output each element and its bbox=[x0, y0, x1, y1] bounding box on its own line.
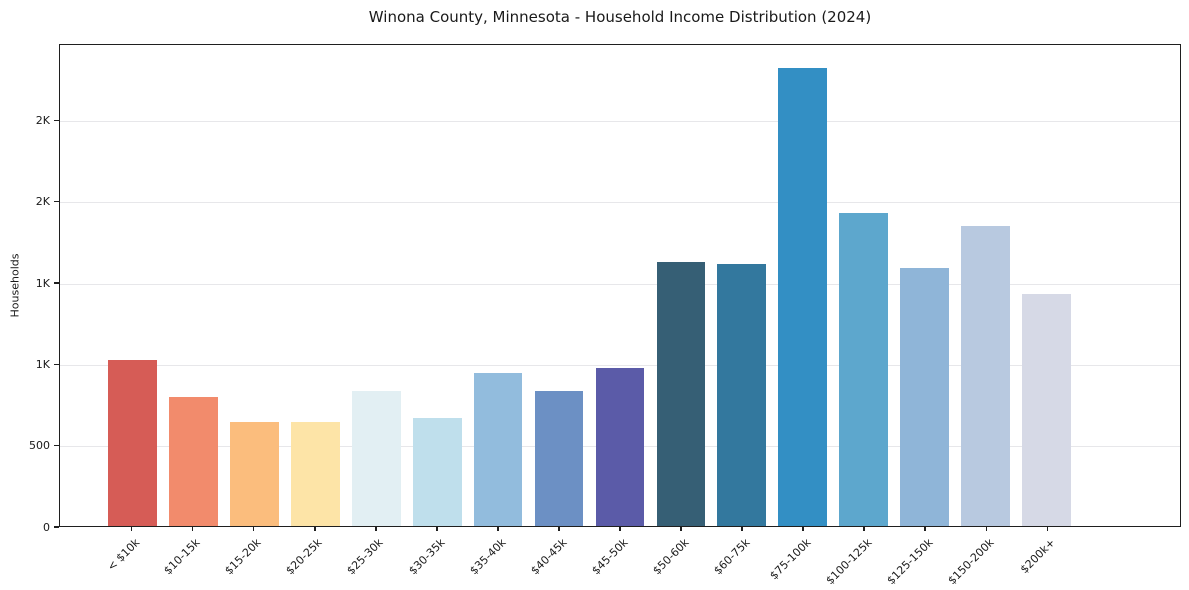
y-tick-label: 2K bbox=[35, 113, 50, 127]
bar-50-60k bbox=[656, 262, 706, 526]
bar-40-45k bbox=[534, 390, 584, 526]
x-tick-mark bbox=[1046, 527, 1049, 531]
y-tick-mark bbox=[54, 363, 59, 366]
bar-20-25k bbox=[290, 422, 340, 526]
y-tick-label: 1K bbox=[35, 357, 50, 371]
x-tick-mark bbox=[985, 527, 988, 531]
x-tick-label-text: $125-150k bbox=[884, 536, 936, 588]
bar-125-150k bbox=[900, 267, 950, 526]
x-tick-mark bbox=[680, 527, 682, 531]
x-tick-mark bbox=[558, 527, 560, 531]
x-tick-mark bbox=[497, 527, 499, 531]
bar-200k bbox=[1022, 293, 1071, 526]
x-tick-label-text: $35-40k bbox=[466, 536, 509, 578]
x-tick-label-text: $100-125k bbox=[823, 536, 875, 588]
bar-15-20k bbox=[230, 421, 279, 526]
x-tick-mark bbox=[375, 527, 377, 531]
bar-45-50k bbox=[595, 368, 645, 526]
bar-75-100k bbox=[778, 68, 828, 526]
x-tick-mark bbox=[619, 527, 621, 531]
x-tick-label-text: $60-75k bbox=[711, 536, 753, 578]
y-tick-mark bbox=[54, 282, 59, 284]
x-tick-label-text: $200k+ bbox=[1017, 536, 1058, 577]
x-tick-label-text: < $10k bbox=[104, 536, 142, 574]
y-tick-label: 0 bbox=[43, 520, 50, 534]
bar-150-200k bbox=[961, 226, 1010, 526]
bar-25-30k bbox=[351, 390, 401, 526]
plot-area bbox=[59, 44, 1181, 527]
x-tick-label-text: $75-100k bbox=[767, 536, 814, 583]
y-tick-mark bbox=[54, 444, 59, 447]
x-tick-label-text: $50-60k bbox=[649, 536, 692, 578]
x-tick-mark bbox=[436, 527, 438, 531]
x-tick-mark bbox=[314, 527, 316, 531]
x-tick-mark bbox=[191, 527, 194, 531]
x-tick-label-text: $150-200k bbox=[945, 536, 997, 588]
x-tick-label-text: $20-25k bbox=[283, 536, 325, 578]
x-tick-label-text: $25-30k bbox=[344, 536, 387, 578]
bar-10k bbox=[108, 360, 157, 526]
x-tick-label-text: $40-45k bbox=[527, 536, 570, 578]
bar-100-125k bbox=[839, 213, 889, 526]
bar-60-75k bbox=[717, 264, 767, 526]
bar-35-40k bbox=[473, 372, 523, 526]
gridline bbox=[60, 202, 1180, 204]
y-tick-mark bbox=[54, 119, 59, 122]
y-tick-mark bbox=[54, 200, 59, 203]
x-tick-label-text: $45-50k bbox=[588, 536, 631, 578]
x-tick-label-text: $30-35k bbox=[405, 536, 448, 578]
x-tick-mark bbox=[741, 527, 743, 531]
gridline bbox=[60, 364, 1180, 366]
x-tick-label-text: $15-20k bbox=[222, 536, 264, 578]
x-tick-mark bbox=[130, 527, 133, 531]
chart-title: Winona County, Minnesota - Household Inc… bbox=[368, 8, 872, 26]
gridline bbox=[60, 283, 1180, 285]
x-tick-mark bbox=[802, 527, 804, 531]
x-tick-mark bbox=[863, 527, 865, 531]
bar-30-35k bbox=[412, 417, 462, 526]
bar-10-15k bbox=[169, 397, 218, 526]
y-tick-label: 1K bbox=[35, 276, 50, 290]
x-tick-label-text: $10-15k bbox=[161, 536, 203, 578]
gridline bbox=[60, 120, 1180, 122]
x-tick-mark bbox=[252, 527, 255, 531]
y-tick-mark bbox=[54, 526, 59, 528]
x-tick-mark bbox=[924, 527, 926, 531]
y-tick-label: 2K bbox=[35, 195, 50, 209]
y-tick-label: 500 bbox=[29, 439, 50, 453]
